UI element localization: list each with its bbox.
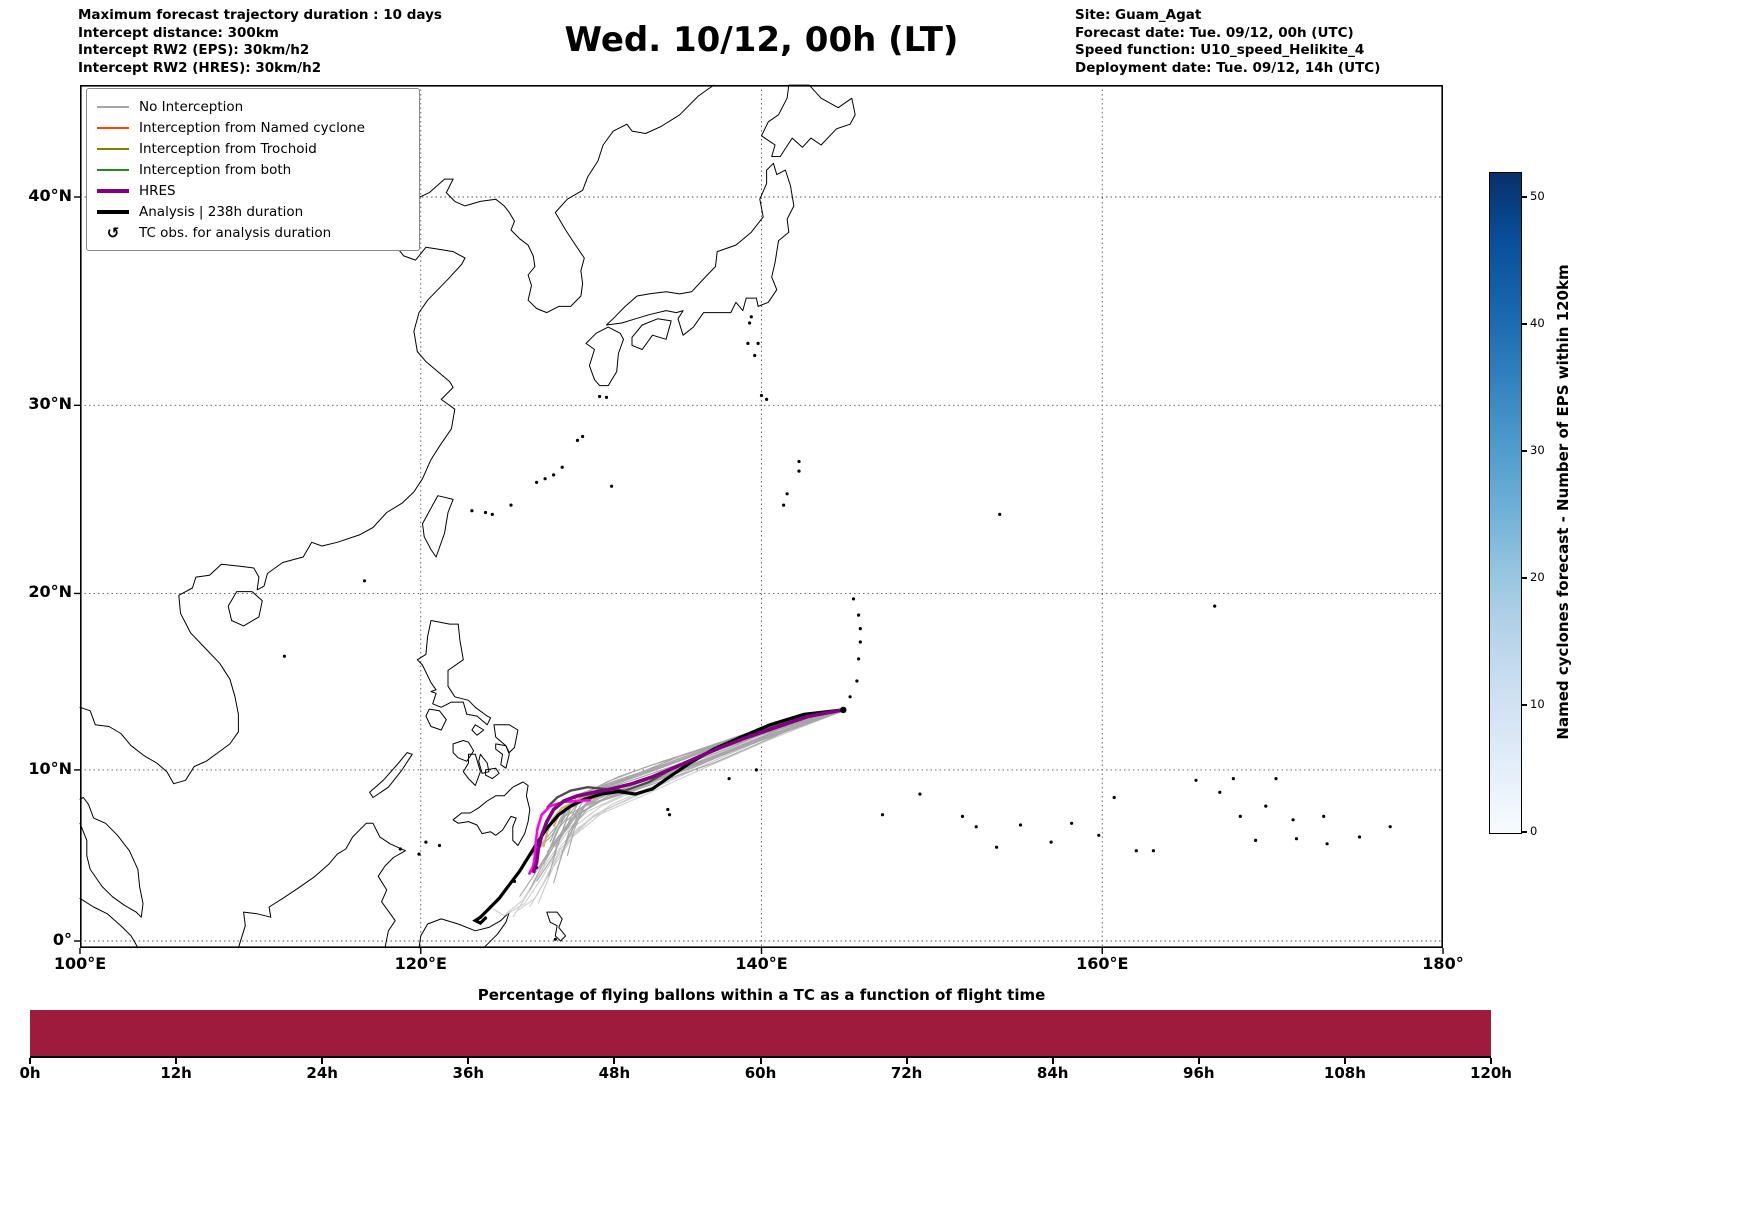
colorbar-tick [1521,704,1527,707]
info-speed-function: Speed function: U10_speed_Helikite_4 [1075,42,1365,58]
ensemble-tracks [519,710,844,898]
forecast-params: Maximum forecast trajectory duration : 1… [78,7,442,77]
hour-tick-label: 84h [1036,1064,1069,1082]
info-deployment-date: Deployment date: Tue. 09/12, 14h (UTC) [1075,59,1381,76]
map-legend: No Interception Interception from Named … [86,88,420,251]
hour-tick [467,1058,470,1064]
origin-marker [840,706,847,714]
lat-tick-label: 30°N [28,394,72,414]
legend-item-hres: HRES [97,180,409,201]
lon-tick-label: 100°E [53,954,107,973]
info-forecast-date: Forecast date: Tue. 09/12, 00h (UTC) [1075,24,1354,41]
hour-tick-label: 120h [1470,1064,1512,1082]
hour-tick [1490,1058,1492,1064]
colorbar-tick [1521,577,1527,580]
info-site: Site: Guam_Agat [1075,7,1202,23]
colorbar-tick-label: 30 [1530,443,1545,458]
hour-tick [29,1058,31,1064]
hour-tick-label: 60h [744,1064,777,1082]
colorbar-tick-label: 20 [1530,570,1545,585]
purple-line-swatch [97,188,129,193]
coastlines [79,84,856,949]
hour-tick [759,1058,762,1064]
lon-tick-label: 160°E [1076,954,1129,973]
colorbar-label: Named cyclones forecast - Number of EPS … [1554,264,1572,740]
colorbar-tick-label: 0 [1530,824,1538,838]
hres-track [531,708,844,874]
legend-item-analysis: Analysis | 238h duration [97,201,409,222]
hour-tick-label: 12h [160,1064,192,1082]
hour-tick [905,1058,908,1064]
colorbar-tick [1521,450,1527,453]
bottom-chart-title: Percentage of flying ballons within a TC… [477,986,1046,1004]
tc-percentage-bar [30,1010,1491,1056]
hour-tick [613,1058,616,1064]
ensemble-tracks-light [492,710,844,918]
hour-tick [1197,1058,1200,1064]
orange-line-swatch [97,126,129,129]
highlight-track [527,798,592,876]
colorbar-tick-label: 40 [1530,316,1545,331]
lat-tick-label: 20°N [28,582,72,602]
legend-item-both: Interception from both [97,159,409,180]
param-intercept-distance: Intercept distance: 300km [78,24,279,41]
lon-tick-label: 120°E [394,954,447,973]
legend-item-tc-obs: ↺ TC obs. for analysis duration [97,222,409,243]
small-islands [282,315,1392,941]
olive-line-swatch [97,147,129,150]
green-line-swatch [97,168,129,171]
hour-tick-label: 108h [1323,1064,1366,1082]
hour-tick-label: 96h [1183,1064,1215,1082]
hour-tick-label: 72h [890,1064,923,1082]
site-info: Site: Guam_Agat Forecast date: Tue. 09/1… [1075,7,1380,77]
hour-tick-label: 48h [598,1064,631,1082]
param-intercept-rw2-hres: Intercept RW2 (HRES): 30km/h2 [78,59,322,76]
analysis-track [472,708,845,926]
map-frame [74,85,1444,954]
black-line-swatch [97,209,129,214]
param-max-duration: Maximum forecast trajectory duration : 1… [78,7,442,23]
param-intercept-rw2-eps: Intercept RW2 (EPS): 30km/h2 [78,42,310,58]
bottom-chart-axis [30,1056,1491,1058]
legend-item-no-interception: No Interception [97,96,409,117]
hour-tick [1051,1058,1054,1064]
lat-tick-label: 10°N [28,758,72,778]
gray-line-swatch [97,105,129,108]
hour-tick-label: 24h [306,1064,338,1082]
lat-tick-label: 40°N [28,186,72,205]
colorbar-tick-label: 10 [1530,697,1545,712]
tc-obs-icon: ↺ [106,223,120,242]
lon-tick-label: 180° [1422,954,1464,973]
trajectory-map [74,84,1444,954]
hour-tick-label: 36h [452,1064,485,1082]
colorbar-tick [1521,831,1527,833]
legend-item-trochoid: Interception from Trochoid [97,138,409,159]
colorbar-tick [1521,196,1527,199]
colorbar [1489,172,1522,834]
hour-tick [1343,1058,1346,1064]
hour-tick-label: 0h [19,1064,41,1082]
legend-item-named-cyclone: Interception from Named cyclone [97,117,409,138]
colorbar-tick [1521,323,1527,326]
hour-tick [175,1058,178,1064]
colorbar-tick-label: 50 [1530,189,1545,204]
page-title: Wed. 10/12, 00h (LT) [564,20,959,60]
lat-tick-label: 0° [52,930,72,949]
lon-tick-label: 140°E [735,954,788,973]
hour-tick [321,1058,324,1064]
